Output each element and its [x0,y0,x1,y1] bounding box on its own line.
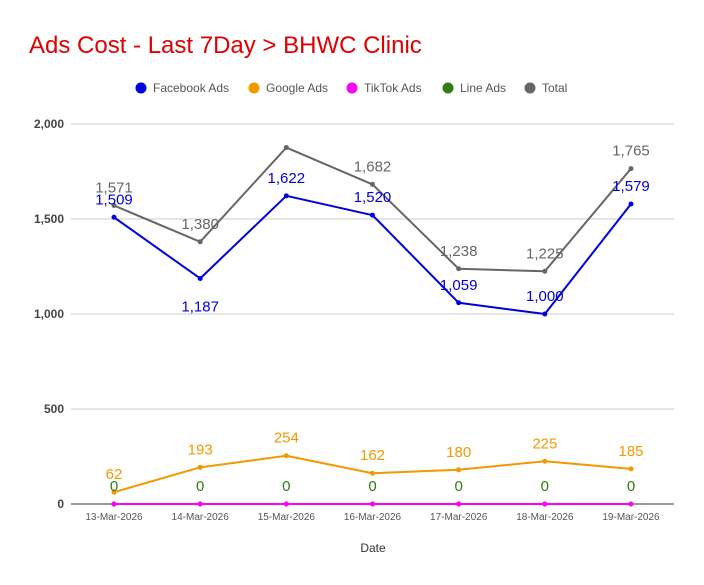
x-axis-label: Date [360,541,386,555]
data-label: 180 [446,444,471,461]
legend-item: TikTok Ads [346,81,422,95]
series-2 [111,501,634,507]
data-point [111,203,117,209]
data-label: 1,571 [95,180,133,197]
legend-label: Line Ads [460,81,506,95]
legend-swatch [346,82,358,94]
data-label: 0 [627,478,635,495]
y-axis: 0 500 1,000 1,500 2,000 [34,117,64,511]
data-label: 1,579 [612,178,650,195]
data-point [283,193,289,199]
data-point [197,464,203,470]
series-lines [111,145,634,507]
series-4 [111,145,634,274]
data-point [111,214,117,220]
data-point [283,145,289,151]
data-label: 193 [188,441,213,458]
data-point [542,458,548,464]
data-point [456,266,462,272]
data-label: 1,765 [612,143,650,160]
data-point [456,467,462,473]
legend-item: Google Ads [248,81,328,95]
data-point [111,501,117,507]
data-labels: 1,571 1,380 1,682 1,238 1,225 1,765 62 193 254 16… [95,143,650,495]
data-label: 1,059 [440,277,478,294]
data-label: 1,380 [181,216,219,233]
legend-item: Facebook Ads [135,81,229,95]
data-point [370,501,375,507]
data-label: 62 [106,466,123,483]
data-point [628,166,634,172]
data-point [197,275,203,281]
data-label: 1,622 [268,170,306,187]
legend-label: Facebook Ads [153,81,229,95]
data-point [283,453,289,459]
data-label: 1,682 [354,158,392,175]
data-point [542,501,548,507]
data-label: 0 [454,478,462,495]
legend-label: TikTok Ads [364,81,422,95]
y-tick-label: 500 [44,402,64,416]
legend-swatch [248,82,260,94]
data-label: 1,509 [95,191,133,208]
x-tick-label: 19-Mar-2026 [602,512,660,523]
data-point [456,300,462,306]
data-point [628,501,634,507]
data-label: 0 [282,478,290,495]
data-label: 0 [541,478,549,495]
data-point [197,239,203,245]
data-label: 1,238 [440,243,478,260]
data-point [283,501,289,507]
y-tick-label: 1,500 [34,212,64,226]
data-point [370,212,375,218]
legend-item: Line Ads [442,81,506,95]
x-tick-label: 15-Mar-2026 [258,512,316,523]
data-label: 0 [110,478,118,495]
legend-swatch [135,82,147,94]
data-point [370,470,375,476]
data-point [542,311,548,317]
data-label: 1,520 [354,189,392,206]
y-tick-label: 2,000 [34,117,64,131]
y-tick-label: 1,000 [34,307,64,321]
data-label: 225 [532,435,557,452]
data-point [628,201,634,207]
data-label: 185 [618,443,643,460]
chart-title: Ads Cost - Last 7Day > BHWC Clinic [29,32,422,59]
legend-item: Total [524,81,567,95]
data-point [628,466,634,472]
data-label: 162 [360,447,385,464]
data-point [370,181,375,187]
data-point [456,501,462,507]
data-label: 0 [196,478,204,495]
y-tick-label: 0 [57,497,64,511]
x-tick-label: 13-Mar-2026 [85,512,143,523]
legend: Facebook Ads Google Ads TikTok Ads Line Ads… [135,81,567,95]
legend-label: Total [542,81,567,95]
data-point [111,489,117,495]
x-axis: 13-Mar-2026 14-Mar-2026 15-Mar-2026 16-Mar-… [85,512,660,523]
data-label: 254 [274,430,299,447]
series-1 [111,453,634,495]
legend-swatch [524,82,536,94]
data-label: 0 [368,478,376,495]
x-tick-label: 14-Mar-2026 [172,512,230,523]
legend-swatch [442,82,454,94]
data-point [542,268,548,274]
data-label: 1,225 [526,245,564,262]
data-point [197,501,203,507]
series-0 [111,193,634,317]
legend-label: Google Ads [266,81,328,95]
x-tick-label: 17-Mar-2026 [430,512,488,523]
x-tick-label: 18-Mar-2026 [516,512,574,523]
data-label: 1,000 [526,288,564,305]
x-tick-label: 16-Mar-2026 [344,512,402,523]
data-label: 1,187 [181,298,219,315]
